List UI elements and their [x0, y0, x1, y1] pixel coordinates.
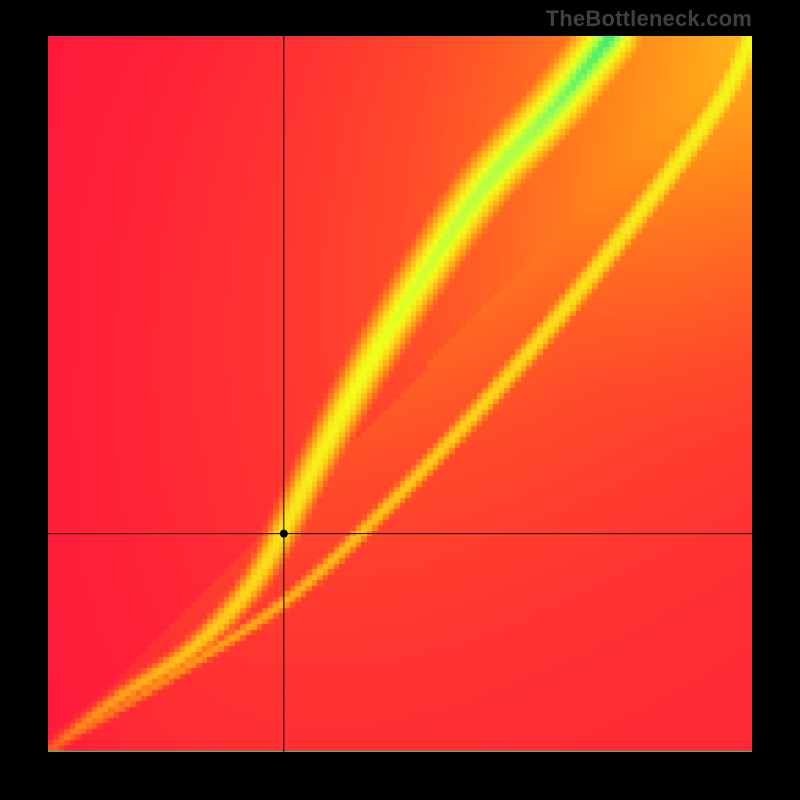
attribution-text: TheBottleneck.com — [546, 6, 752, 32]
heatmap-plot — [48, 36, 752, 752]
chart-container: TheBottleneck.com — [0, 0, 800, 800]
